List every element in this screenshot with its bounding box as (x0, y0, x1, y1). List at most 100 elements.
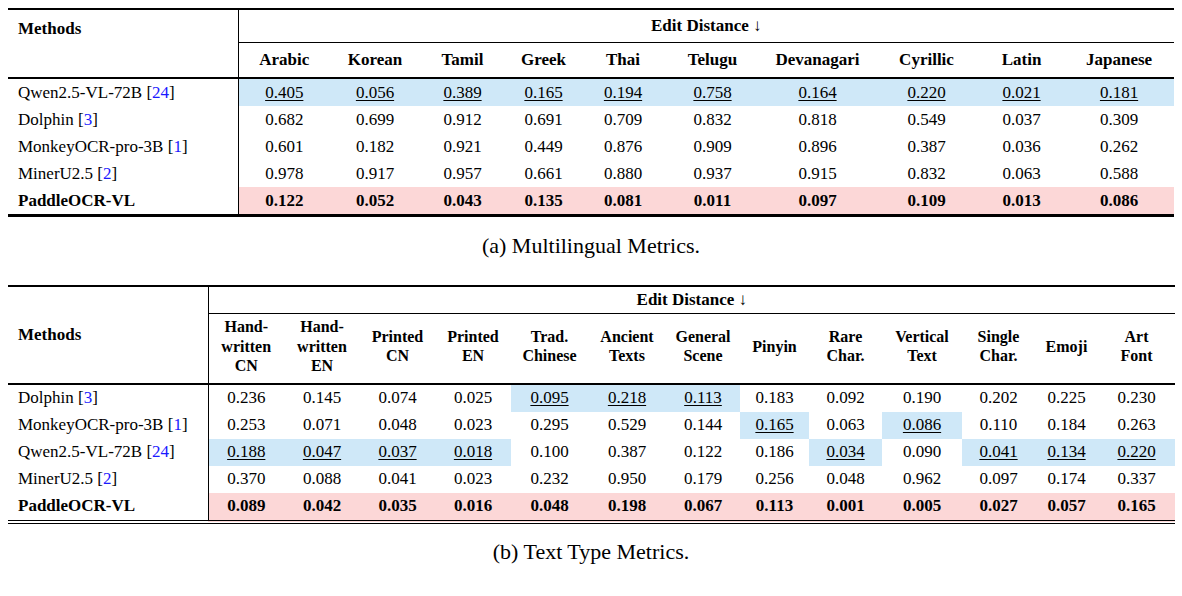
multilingual-metrics-table: MethodsEdit Distance ↓ArabicKoreanTamilG… (8, 8, 1174, 217)
metric-value: 0.917 (356, 164, 394, 183)
metric-value: 0.218 (608, 388, 646, 407)
metric-value: 0.135 (524, 191, 562, 210)
metric-cell: 0.052 (330, 187, 420, 216)
metric-value: 0.909 (693, 137, 731, 156)
citation-link[interactable]: 1 (173, 415, 182, 434)
metric-cell: 0.950 (588, 466, 666, 493)
metric-value: 0.225 (1047, 388, 1085, 407)
metric-value: 0.295 (530, 415, 568, 434)
column-header: Art Font (1098, 314, 1175, 384)
metric-cell: 0.818 (761, 106, 874, 133)
metric-value: 0.097 (979, 469, 1017, 488)
metric-value: 0.549 (907, 110, 945, 129)
metric-cell: 0.179 (666, 466, 740, 493)
column-header: Greek (505, 43, 582, 79)
method-name: Dolphin (18, 110, 74, 129)
metric-value: 0.021 (1002, 83, 1040, 102)
metric-cell: 0.145 (284, 384, 360, 412)
table-row: Qwen2.5-VL-72B [24]0.4050.0560.3890.1650… (8, 78, 1174, 106)
citation-link[interactable]: 3 (84, 110, 93, 129)
metric-cell: 0.063 (809, 412, 882, 439)
column-header: Tamil (420, 43, 505, 79)
metric-value: 0.262 (1100, 137, 1138, 156)
method-label: PaddleOCR-VL (8, 493, 208, 522)
metric-value: 0.182 (356, 137, 394, 156)
metric-cell: 0.042 (284, 493, 360, 522)
metric-cell: 0.088 (284, 466, 360, 493)
metric-cell: 0.370 (208, 466, 284, 493)
metric-value: 0.036 (1002, 137, 1040, 156)
citation-link[interactable]: 24 (152, 83, 169, 102)
metric-value: 0.095 (530, 388, 568, 407)
metric-cell: 0.113 (740, 493, 809, 522)
multilingual-table-caption: (a) Multilingual Metrics. (8, 233, 1174, 259)
metric-value: 0.529 (608, 415, 646, 434)
metric-cell: 0.917 (330, 160, 420, 187)
metric-cell: 0.001 (809, 493, 882, 522)
metric-cell: 0.184 (1035, 412, 1098, 439)
metric-value: 0.165 (524, 83, 562, 102)
citation-link[interactable]: 3 (84, 388, 93, 407)
metric-cell: 0.218 (588, 384, 666, 412)
metric-value: 0.309 (1100, 110, 1138, 129)
metric-value: 0.100 (530, 442, 568, 461)
column-header: Printed CN (360, 314, 435, 384)
metric-value: 0.188 (227, 442, 265, 461)
metric-cell: 0.962 (882, 466, 962, 493)
metric-value: 0.016 (454, 496, 492, 515)
metric-cell: 0.113 (666, 384, 740, 412)
metric-cell: 0.181 (1064, 78, 1174, 106)
metric-cell: 0.194 (582, 78, 664, 106)
metric-cell: 0.186 (740, 439, 809, 466)
method-name: Qwen2.5-VL-72B (18, 442, 142, 461)
citation-link[interactable]: 1 (173, 137, 182, 156)
metric-cell: 0.588 (1064, 160, 1174, 187)
metric-value: 0.230 (1117, 388, 1155, 407)
metric-value: 0.037 (1002, 110, 1040, 129)
metric-value: 0.165 (755, 415, 793, 434)
metric-cell: 0.549 (874, 106, 979, 133)
metric-value: 0.220 (1117, 442, 1155, 461)
metric-cell: 0.220 (1098, 439, 1175, 466)
metric-cell: 0.081 (582, 187, 664, 216)
metric-cell: 0.262 (1064, 133, 1174, 160)
citation-link[interactable]: 24 (152, 442, 169, 461)
metric-value: 0.263 (1117, 415, 1155, 434)
metric-value: 0.183 (755, 388, 793, 407)
metric-cell: 0.086 (1064, 187, 1174, 216)
method-label: MonkeyOCR-pro-3B [1] (8, 133, 238, 160)
methods-column-header: Methods (8, 9, 238, 78)
metric-cell: 0.202 (962, 384, 1035, 412)
table-row: MinerU2.5 [2]0.9780.9170.9570.6610.8800.… (8, 160, 1174, 187)
metric-cell: 0.144 (666, 412, 740, 439)
metric-cell: 0.295 (511, 412, 588, 439)
metric-value: 0.601 (265, 137, 303, 156)
metric-value: 0.818 (798, 110, 836, 129)
metric-value: 0.957 (443, 164, 481, 183)
metric-cell: 0.122 (666, 439, 740, 466)
metric-value: 0.880 (604, 164, 642, 183)
metric-cell: 0.005 (882, 493, 962, 522)
citation-link[interactable]: 2 (103, 164, 112, 183)
table-row: Dolphin [3]0.2360.1450.0740.0250.0950.21… (8, 384, 1175, 412)
method-name: PaddleOCR-VL (18, 191, 135, 210)
metric-cell: 0.876 (582, 133, 664, 160)
metric-value: 0.063 (1002, 164, 1040, 183)
method-label: Qwen2.5-VL-72B [24] (8, 439, 208, 466)
metric-cell: 0.025 (435, 384, 511, 412)
method-name: Qwen2.5-VL-72B (18, 83, 142, 102)
metric-value: 0.202 (979, 388, 1017, 407)
metric-value: 0.113 (756, 496, 793, 515)
metric-value: 0.086 (903, 415, 941, 434)
method-name: MonkeyOCR-pro-3B (18, 415, 163, 434)
method-name: MinerU2.5 (18, 164, 93, 183)
metric-value: 0.370 (227, 469, 265, 488)
column-header: Devanagari (761, 43, 874, 79)
table-row: MinerU2.5 [2]0.3700.0880.0410.0230.2320.… (8, 466, 1175, 493)
metric-value: 0.164 (798, 83, 836, 102)
metric-cell: 0.699 (330, 106, 420, 133)
metric-cell: 0.164 (761, 78, 874, 106)
metric-cell: 0.063 (979, 160, 1064, 187)
citation-link[interactable]: 2 (103, 469, 112, 488)
metric-cell: 0.198 (588, 493, 666, 522)
